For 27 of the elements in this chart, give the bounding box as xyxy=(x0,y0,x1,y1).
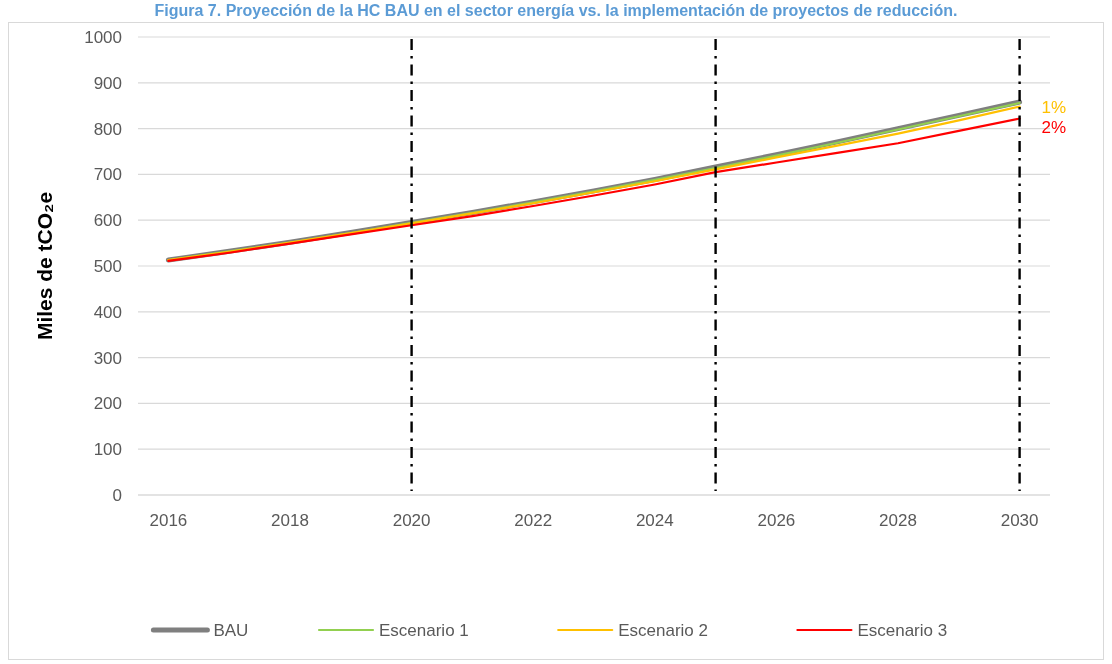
legend-label: BAU xyxy=(213,620,249,640)
y-tick-label: 100 xyxy=(93,440,122,460)
annotation: 1% xyxy=(1041,97,1067,117)
y-tick-label: 700 xyxy=(93,165,122,185)
y-tick-label: 600 xyxy=(93,211,122,231)
legend-label: Escenario 1 xyxy=(379,620,469,640)
x-tick-label: 2016 xyxy=(149,511,188,530)
y-tick-label: 400 xyxy=(93,302,122,322)
legend-label: Escenario 3 xyxy=(857,620,948,640)
x-tick-label: 2030 xyxy=(1000,511,1039,530)
x-tick-label: 2022 xyxy=(514,511,553,530)
y-axis-title: Miles de tCO₂e xyxy=(33,191,56,341)
x-tick-label: 2020 xyxy=(392,511,431,530)
y-tick-label: 1000 xyxy=(84,27,122,47)
y-tick-label: 300 xyxy=(93,348,122,368)
y-tick-label: 0 xyxy=(112,485,122,505)
chart-title: Figura 7. Proyección de la HC BAU en el sector energía vs. la implementación de proyectos de reducción. xyxy=(154,2,958,19)
x-tick-label: 2028 xyxy=(879,511,917,530)
x-tick-label: 2018 xyxy=(271,511,309,530)
legend-label: Escenario 2 xyxy=(618,620,708,640)
annotation: 2% xyxy=(1041,117,1067,137)
x-tick-label: 2024 xyxy=(635,511,674,530)
y-tick-label: 900 xyxy=(93,73,122,93)
y-tick-label: 200 xyxy=(93,394,122,414)
y-tick-label: 500 xyxy=(93,256,122,276)
x-tick-label: 2026 xyxy=(757,511,796,530)
y-tick-label: 800 xyxy=(93,119,122,139)
